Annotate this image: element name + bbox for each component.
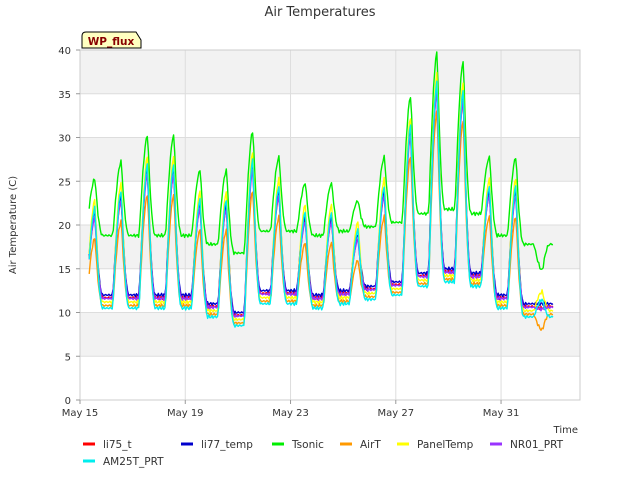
x-axis-label: Time <box>553 425 578 436</box>
y-tick-label: 15 <box>58 265 71 276</box>
legend-item: AM25T_PRT <box>83 456 164 468</box>
legend-item: NR01_PRT <box>490 439 564 451</box>
chart-title: Air Temperatures <box>264 5 375 20</box>
legend-item: Tsonic <box>272 439 324 451</box>
y-tick-label: 0 <box>65 396 71 407</box>
series-line-tsonic <box>88 51 554 270</box>
y-tick-label: 25 <box>58 177 71 188</box>
legend-item: AirT <box>340 439 381 451</box>
station-badge-label: WP_flux <box>88 36 135 48</box>
legend-label: PanelTemp <box>417 439 474 451</box>
grid-band <box>80 50 580 94</box>
station-badge: WP_flux <box>81 31 142 49</box>
y-tick-label: 35 <box>58 90 71 101</box>
y-tick-label: 20 <box>58 221 71 232</box>
legend-label: Tsonic <box>291 439 324 451</box>
y-axis-ticks: 0 5 10 15 20 25 30 35 40 <box>58 46 80 407</box>
legend: li75_t li77_temp Tsonic AirT PanelTemp NR01_P… <box>83 439 564 468</box>
legend-item: PanelTemp <box>397 439 474 451</box>
y-axis-label: Air Temperature (C) <box>8 176 19 274</box>
series-line-nr01-prt <box>88 89 554 318</box>
x-tick-label: May 27 <box>378 408 415 419</box>
x-tick-label: May 31 <box>483 408 520 419</box>
series-layer <box>88 51 554 331</box>
legend-label: AirT <box>360 439 381 451</box>
legend-item: li75_t <box>83 439 132 451</box>
grid-bands <box>80 50 580 357</box>
legend-label: NR01_PRT <box>510 439 564 451</box>
y-tick-label: 30 <box>58 134 71 145</box>
x-axis-ticks: May 15 May 19 May 23 May 27 May 31 <box>62 400 520 419</box>
legend-label: AM25T_PRT <box>103 456 164 468</box>
x-tick-label: May 23 <box>272 408 309 419</box>
series-line-li75-t <box>88 90 554 317</box>
legend-item: li77_temp <box>181 439 253 451</box>
legend-label: li77_temp <box>201 439 253 451</box>
series-line-am25t-prt <box>88 80 554 328</box>
x-tick-label: May 19 <box>167 408 204 419</box>
x-tick-label: May 15 <box>62 408 99 419</box>
y-tick-label: 10 <box>58 309 71 320</box>
y-tick-label: 40 <box>58 46 71 57</box>
y-tick-label: 5 <box>65 352 71 363</box>
grid-band <box>80 137 580 182</box>
grid-band <box>80 312 580 357</box>
series-line-li77-temp <box>88 85 554 315</box>
legend-label: li75_t <box>103 439 132 451</box>
